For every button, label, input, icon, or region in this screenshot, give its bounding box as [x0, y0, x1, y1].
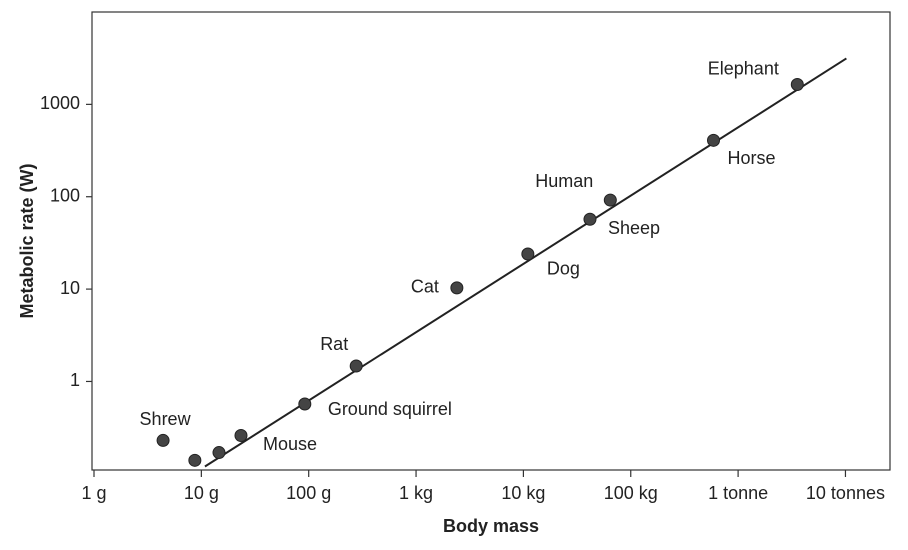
point-label: Sheep — [608, 218, 660, 238]
y-tick-label: 100 — [50, 185, 80, 205]
data-point — [790, 78, 804, 92]
x-tick-label: 10 g — [184, 483, 219, 503]
point-label: Shrew — [140, 409, 192, 429]
point-label: Mouse — [263, 434, 317, 454]
x-axis-title: Body mass — [443, 516, 539, 536]
y-tick-label: 10 — [60, 278, 80, 298]
point-label: Cat — [411, 277, 439, 297]
data-point — [212, 446, 226, 460]
data-point — [156, 433, 170, 447]
point-label: Ground squirrel — [328, 399, 452, 419]
point-label: Horse — [728, 148, 776, 168]
point-label: Human — [535, 171, 593, 191]
point-label: Dog — [547, 259, 580, 279]
data-point — [188, 453, 202, 467]
fit-line — [204, 57, 847, 468]
data-point — [298, 397, 312, 411]
data-point — [603, 193, 617, 207]
x-tick-label: 1 tonne — [708, 483, 768, 503]
x-tick-label: 100 g — [286, 483, 331, 503]
point-label: Elephant — [708, 58, 779, 78]
x-tick-label: 1 g — [81, 483, 106, 503]
y-axis-title: Metabolic rate (W) — [17, 163, 37, 318]
data-point — [234, 428, 248, 442]
y-tick-label: 1000 — [40, 93, 80, 113]
data-point — [521, 247, 535, 261]
plot-frame — [91, 11, 891, 471]
x-tick-label: 10 tonnes — [806, 483, 885, 503]
data-point — [349, 359, 363, 373]
data-point — [450, 281, 464, 295]
x-tick-label: 1 kg — [399, 483, 433, 503]
data-point — [707, 133, 721, 147]
x-tick-label: 10 kg — [501, 483, 545, 503]
x-tick-label: 100 kg — [604, 483, 658, 503]
data-point — [583, 212, 597, 226]
y-tick-label: 1 — [70, 370, 80, 390]
point-label: Rat — [320, 334, 348, 354]
